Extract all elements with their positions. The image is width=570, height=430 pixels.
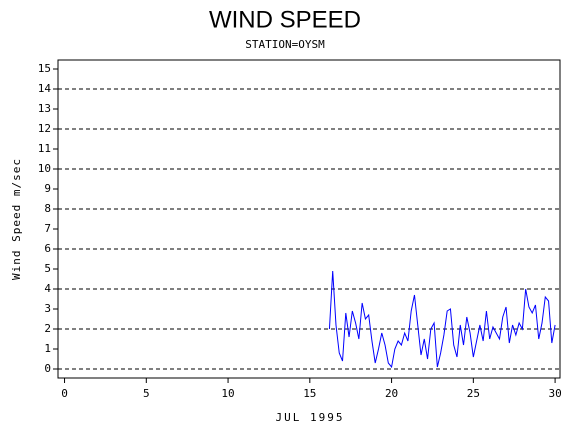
x-tick-label: 25 <box>467 387 480 400</box>
x-tick-label: 0 <box>61 387 68 400</box>
y-tick-label: 11 <box>38 142 51 155</box>
y-tick-label: 13 <box>38 102 51 115</box>
x-tick-label: 5 <box>143 387 150 400</box>
y-tick-label: 9 <box>44 182 51 195</box>
y-tick-label: 1 <box>44 342 51 355</box>
y-tick-label: 15 <box>38 62 51 75</box>
chart-subtitle: STATION=OYSM <box>245 38 325 51</box>
x-tick-label: 15 <box>303 387 316 400</box>
y-tick-label: 3 <box>44 302 51 315</box>
x-tick-label: 20 <box>385 387 398 400</box>
y-tick-label: 8 <box>44 202 51 215</box>
x-tick-label: 30 <box>548 387 561 400</box>
y-axis-label: Wind Speed m/sec <box>10 158 23 280</box>
y-tick-label: 14 <box>38 82 52 95</box>
y-tick-label: 7 <box>44 222 51 235</box>
plot-frame <box>57 59 561 379</box>
y-tick-label: 6 <box>44 242 51 255</box>
y-tick-label: 5 <box>44 262 51 275</box>
y-tick-label: 4 <box>44 282 51 295</box>
y-tick-label: 0 <box>44 362 51 375</box>
x-tick-label: 10 <box>221 387 234 400</box>
data-line <box>328 270 556 369</box>
x-axis-label: JUL 1995 <box>276 411 345 424</box>
y-tick-label: 12 <box>38 122 51 135</box>
chart-title: WIND SPEED <box>209 6 361 33</box>
y-tick-label: 2 <box>44 322 51 335</box>
y-tick-label: 10 <box>38 162 51 175</box>
